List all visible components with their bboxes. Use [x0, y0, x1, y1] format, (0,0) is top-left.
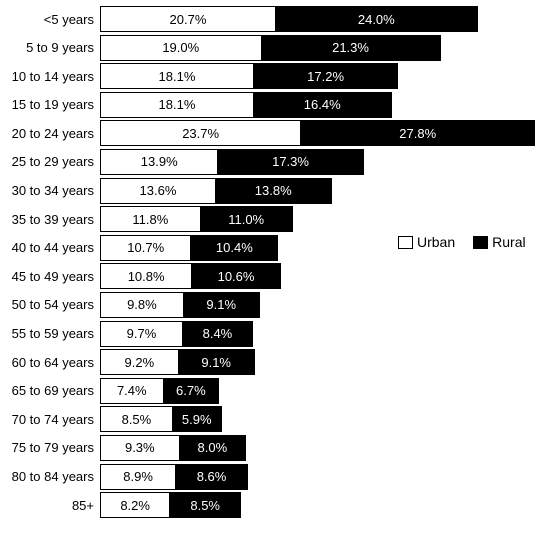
- bar-track: 8.2%8.5%: [100, 492, 241, 518]
- bar-segment-rural: 16.4%: [253, 92, 392, 118]
- bar-segment-rural: 10.6%: [191, 263, 281, 289]
- category-label: 30 to 34 years: [0, 184, 100, 197]
- bar-segment-urban: 20.7%: [100, 6, 275, 32]
- bar-track: 18.1%17.2%: [100, 63, 398, 89]
- category-label: 75 to 79 years: [0, 441, 100, 454]
- category-label: 20 to 24 years: [0, 127, 100, 140]
- category-label: 15 to 19 years: [0, 98, 100, 111]
- legend-item-rural: Rural: [473, 234, 525, 250]
- legend-label-rural: Rural: [492, 234, 525, 250]
- bar-segment-rural: 11.0%: [200, 206, 293, 232]
- bar-row: 35 to 39 years11.8%11.0%: [0, 206, 540, 232]
- category-label: 85+: [0, 499, 100, 512]
- bar-track: 9.2%9.1%: [100, 349, 255, 375]
- category-label: <5 years: [0, 13, 100, 26]
- legend: Urban Rural: [398, 234, 526, 250]
- stacked-bar-chart: <5 years20.7%24.0%5 to 9 years19.0%21.3%…: [0, 6, 540, 521]
- bar-track: 18.1%16.4%: [100, 92, 392, 118]
- bar-segment-urban: 13.9%: [100, 149, 217, 175]
- bar-segment-rural: 8.5%: [169, 492, 241, 518]
- bar-segment-urban: 18.1%: [100, 92, 253, 118]
- bar-track: 23.7%27.8%: [100, 120, 535, 146]
- bar-track: 13.9%17.3%: [100, 149, 364, 175]
- category-label: 50 to 54 years: [0, 298, 100, 311]
- bar-segment-urban: 11.8%: [100, 206, 200, 232]
- bar-segment-urban: 9.7%: [100, 321, 182, 347]
- bar-segment-urban: 8.9%: [100, 464, 175, 490]
- bar-segment-rural: 5.9%: [172, 406, 222, 432]
- bar-segment-rural: 21.3%: [261, 35, 441, 61]
- legend-swatch-rural: [473, 236, 488, 249]
- bar-row: 60 to 64 years9.2%9.1%: [0, 349, 540, 375]
- bar-track: 7.4%6.7%: [100, 378, 219, 404]
- bar-row: 75 to 79 years9.3%8.0%: [0, 435, 540, 461]
- bar-segment-urban: 9.8%: [100, 292, 183, 318]
- bar-track: 19.0%21.3%: [100, 35, 441, 61]
- bar-row: 45 to 49 years10.8%10.6%: [0, 263, 540, 289]
- bar-row: 30 to 34 years13.6%13.8%: [0, 178, 540, 204]
- legend-item-urban: Urban: [398, 234, 455, 250]
- chart-frame: <5 years20.7%24.0%5 to 9 years19.0%21.3%…: [0, 0, 550, 541]
- bar-row: 55 to 59 years9.7%8.4%: [0, 321, 540, 347]
- bar-track: 10.7%10.4%: [100, 235, 278, 261]
- bar-track: 8.5%5.9%: [100, 406, 222, 432]
- bar-row: 80 to 84 years8.9%8.6%: [0, 464, 540, 490]
- category-label: 65 to 69 years: [0, 384, 100, 397]
- bar-segment-rural: 9.1%: [183, 292, 260, 318]
- bar-segment-urban: 8.5%: [100, 406, 172, 432]
- bar-segment-rural: 24.0%: [275, 6, 478, 32]
- bar-segment-urban: 9.3%: [100, 435, 179, 461]
- bar-segment-urban: 10.7%: [100, 235, 190, 261]
- bar-segment-urban: 13.6%: [100, 178, 215, 204]
- bar-segment-rural: 9.1%: [178, 349, 255, 375]
- category-label: 10 to 14 years: [0, 70, 100, 83]
- bar-row: 15 to 19 years18.1%16.4%: [0, 92, 540, 118]
- bar-segment-rural: 17.3%: [217, 149, 363, 175]
- category-label: 55 to 59 years: [0, 327, 100, 340]
- bar-row: 85+8.2%8.5%: [0, 492, 540, 518]
- bar-segment-rural: 10.4%: [190, 235, 278, 261]
- bar-segment-urban: 8.2%: [100, 492, 169, 518]
- bar-segment-rural: 8.4%: [182, 321, 253, 347]
- bar-track: 10.8%10.6%: [100, 263, 281, 289]
- category-label: 35 to 39 years: [0, 213, 100, 226]
- category-label: 5 to 9 years: [0, 41, 100, 54]
- bar-segment-urban: 9.2%: [100, 349, 178, 375]
- bar-segment-rural: 8.6%: [175, 464, 248, 490]
- bar-row: 5 to 9 years19.0%21.3%: [0, 35, 540, 61]
- bar-row: 20 to 24 years23.7%27.8%: [0, 120, 540, 146]
- bar-row: 65 to 69 years7.4%6.7%: [0, 378, 540, 404]
- bar-segment-rural: 17.2%: [253, 63, 398, 89]
- bar-row: 10 to 14 years18.1%17.2%: [0, 63, 540, 89]
- category-label: 25 to 29 years: [0, 155, 100, 168]
- bar-segment-urban: 19.0%: [100, 35, 261, 61]
- legend-label-urban: Urban: [417, 234, 455, 250]
- bar-track: 13.6%13.8%: [100, 178, 332, 204]
- bar-segment-urban: 18.1%: [100, 63, 253, 89]
- bar-segment-rural: 27.8%: [300, 120, 535, 146]
- bar-row: 70 to 74 years8.5%5.9%: [0, 406, 540, 432]
- bar-segment-rural: 6.7%: [163, 378, 220, 404]
- category-label: 40 to 44 years: [0, 241, 100, 254]
- bar-row: 25 to 29 years13.9%17.3%: [0, 149, 540, 175]
- bar-track: 11.8%11.0%: [100, 206, 293, 232]
- bar-track: 9.8%9.1%: [100, 292, 260, 318]
- legend-swatch-urban: [398, 236, 413, 249]
- bar-segment-urban: 10.8%: [100, 263, 191, 289]
- bar-row: 50 to 54 years9.8%9.1%: [0, 292, 540, 318]
- bar-row: <5 years20.7%24.0%: [0, 6, 540, 32]
- bar-segment-urban: 7.4%: [100, 378, 163, 404]
- category-label: 45 to 49 years: [0, 270, 100, 283]
- bar-track: 9.7%8.4%: [100, 321, 253, 347]
- bar-segment-rural: 13.8%: [215, 178, 332, 204]
- bar-segment-rural: 8.0%: [179, 435, 247, 461]
- bar-track: 20.7%24.0%: [100, 6, 478, 32]
- category-label: 60 to 64 years: [0, 356, 100, 369]
- bar-segment-urban: 23.7%: [100, 120, 300, 146]
- bar-track: 9.3%8.0%: [100, 435, 246, 461]
- category-label: 70 to 74 years: [0, 413, 100, 426]
- category-label: 80 to 84 years: [0, 470, 100, 483]
- bar-track: 8.9%8.6%: [100, 464, 248, 490]
